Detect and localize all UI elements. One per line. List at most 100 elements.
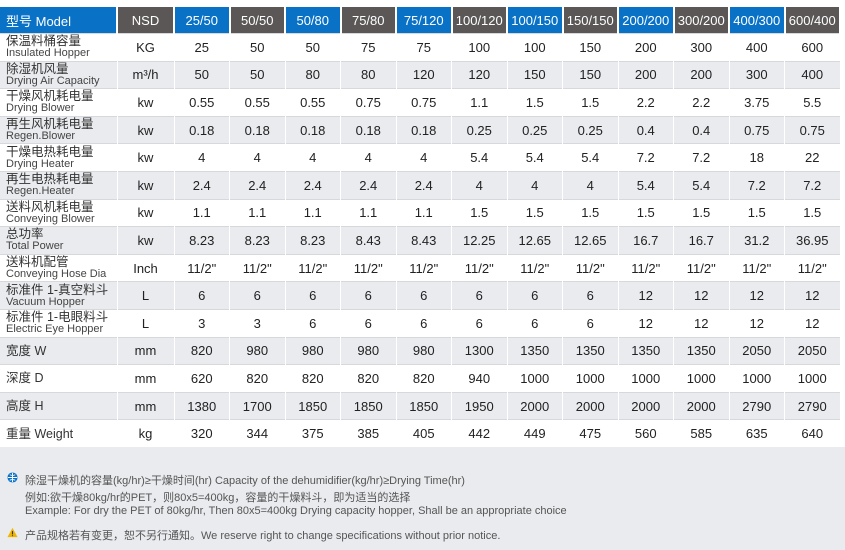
table-cell: 12 — [618, 281, 674, 310]
row-label-en: Drying Heater — [6, 157, 74, 170]
table-cell: 12.65 — [562, 226, 619, 255]
table-cell: 100 — [451, 33, 508, 62]
note-line-4: 产品规格若有变更，恕不另行通知。We reserve right to chan… — [25, 530, 501, 542]
table-cell: 8.23 — [174, 226, 230, 255]
table-cell: 2000 — [673, 391, 730, 420]
row-label-en: Vacuum Hopper — [6, 295, 85, 308]
row-label-en: Conveying Hose Dia — [6, 268, 107, 281]
table-cell: 300 — [673, 33, 730, 62]
row-label-en: Insulated Hopper — [6, 47, 90, 60]
row-label-en: Drying Air Capacity — [6, 74, 100, 87]
row-label: 标准件 1-电眼料斗 Electric Eye Hopper — [0, 308, 118, 338]
table-cell: 80 — [285, 60, 341, 89]
table-cell: 635 — [729, 419, 785, 447]
table-cell: 12 — [784, 308, 841, 338]
table-cell: 1.5 — [562, 88, 619, 117]
table-cell: 50 — [174, 60, 230, 89]
table-cell: 6 — [451, 281, 508, 310]
table-cell: 0.18 — [229, 115, 286, 144]
table-cell: 980 — [340, 336, 397, 365]
table-cell: 12.65 — [507, 226, 563, 255]
row-unit: mm — [117, 391, 175, 420]
table-cell: 8.43 — [396, 226, 452, 255]
row-label: 宽度 W — [0, 336, 118, 365]
row-unit: kg — [117, 419, 175, 447]
header-column: 400/300 — [729, 7, 786, 34]
note-line-3: Example: For dry the PET of 80kg/hr, The… — [25, 505, 567, 517]
row-label-cn: 再生风机耗电量 — [6, 117, 94, 132]
table-cell: 400 — [784, 60, 841, 89]
table-cell: 1850 — [396, 391, 452, 420]
table-cell: 2050 — [784, 336, 841, 365]
table-row: 除湿机风量 Drying Air Capacity m³/h 50 50 80 80 120 1… — [0, 60, 841, 89]
table-cell: 120 — [396, 60, 452, 89]
table-cell: 2.4 — [174, 170, 230, 200]
table-row: 标准件 1-电眼料斗 Electric Eye Hopper L 3 3 6 6 6 6 6 6 12… — [0, 308, 841, 338]
row-label-cn: 标准件 1-真空料斗 — [6, 282, 109, 297]
header-unit: NSD — [117, 7, 175, 34]
row-unit: kw — [117, 88, 175, 117]
table-cell: 640 — [784, 419, 841, 447]
row-label-cn: 高度 H — [6, 399, 44, 414]
table-cell: 8.43 — [340, 226, 397, 255]
table-cell: 36.95 — [784, 226, 841, 255]
table-cell: 6 — [340, 308, 397, 338]
table-cell: 11/2" — [562, 253, 619, 282]
row-label: 标准件 1-真空料斗 Vacuum Hopper — [0, 281, 118, 310]
header-column: 75/120 — [396, 7, 453, 34]
table-row: 送料机配管 Conveying Hose Dia Inch 11/2" 11/2" 11/… — [0, 253, 841, 282]
table-cell: 1000 — [618, 364, 674, 393]
header-column: 100/150 — [507, 7, 564, 34]
table-cell: 2.2 — [673, 88, 730, 117]
table-cell: 6 — [285, 281, 341, 310]
table-cell: 1700 — [229, 391, 286, 420]
table-cell: 31.2 — [729, 226, 785, 255]
table-cell: 11/2" — [729, 253, 785, 282]
table-cell: 50 — [229, 33, 286, 62]
table-cell: 0.55 — [229, 88, 286, 117]
table-cell: 150 — [507, 60, 563, 89]
table-cell: 7.2 — [729, 170, 785, 200]
table-cell: 200 — [618, 60, 674, 89]
table-cell: 12 — [784, 281, 841, 310]
table-cell: 980 — [285, 336, 341, 365]
row-label-cn: 送料风机耗电量 — [6, 199, 94, 214]
table-cell: 0.55 — [285, 88, 341, 117]
table-cell: 0.55 — [174, 88, 230, 117]
table-cell: 200 — [673, 60, 730, 89]
table-cell: 25 — [174, 33, 230, 62]
table-cell: 600 — [784, 33, 841, 62]
table-cell: 2.4 — [396, 170, 452, 200]
table-cell: 1.5 — [507, 198, 563, 227]
table-cell: 22 — [784, 143, 841, 172]
header-column: 150/150 — [562, 7, 619, 34]
table-cell: 3.75 — [729, 88, 785, 117]
table-cell: 1000 — [507, 364, 563, 393]
table-cell: 4 — [451, 170, 508, 200]
row-label: 干燥风机耗电量 Drying Blower — [0, 88, 118, 117]
row-label-en: Drying Blower — [6, 102, 75, 115]
header-column: 200/200 — [618, 7, 675, 34]
table-cell: 475 — [562, 419, 619, 447]
table-cell: 1000 — [729, 364, 785, 393]
row-unit: mm — [117, 336, 175, 365]
row-unit: L — [117, 308, 175, 338]
table-cell: 940 — [451, 364, 508, 393]
table-cell: 560 — [618, 419, 674, 447]
table-row: 标准件 1-真空料斗 Vacuum Hopper L 6 6 6 6 6 6 6 6 12 12 12 12 — [0, 281, 841, 310]
table-cell: 0.75 — [396, 88, 452, 117]
table-cell: 1.5 — [451, 198, 508, 227]
table-cell: 585 — [673, 419, 730, 447]
table-cell: 5.4 — [507, 143, 563, 172]
table-cell: 1350 — [673, 336, 730, 365]
table-cell: 50 — [229, 60, 286, 89]
table-cell: 1.1 — [396, 198, 452, 227]
table-cell: 1.5 — [729, 198, 785, 227]
table-cell: 4 — [396, 143, 452, 172]
table-cell: 11/2" — [451, 253, 508, 282]
row-unit: L — [117, 281, 175, 310]
table-cell: 1850 — [340, 391, 397, 420]
table-cell: 1.5 — [507, 88, 563, 117]
header-column: 300/200 — [673, 7, 730, 34]
row-label: 深度 D — [0, 364, 118, 393]
